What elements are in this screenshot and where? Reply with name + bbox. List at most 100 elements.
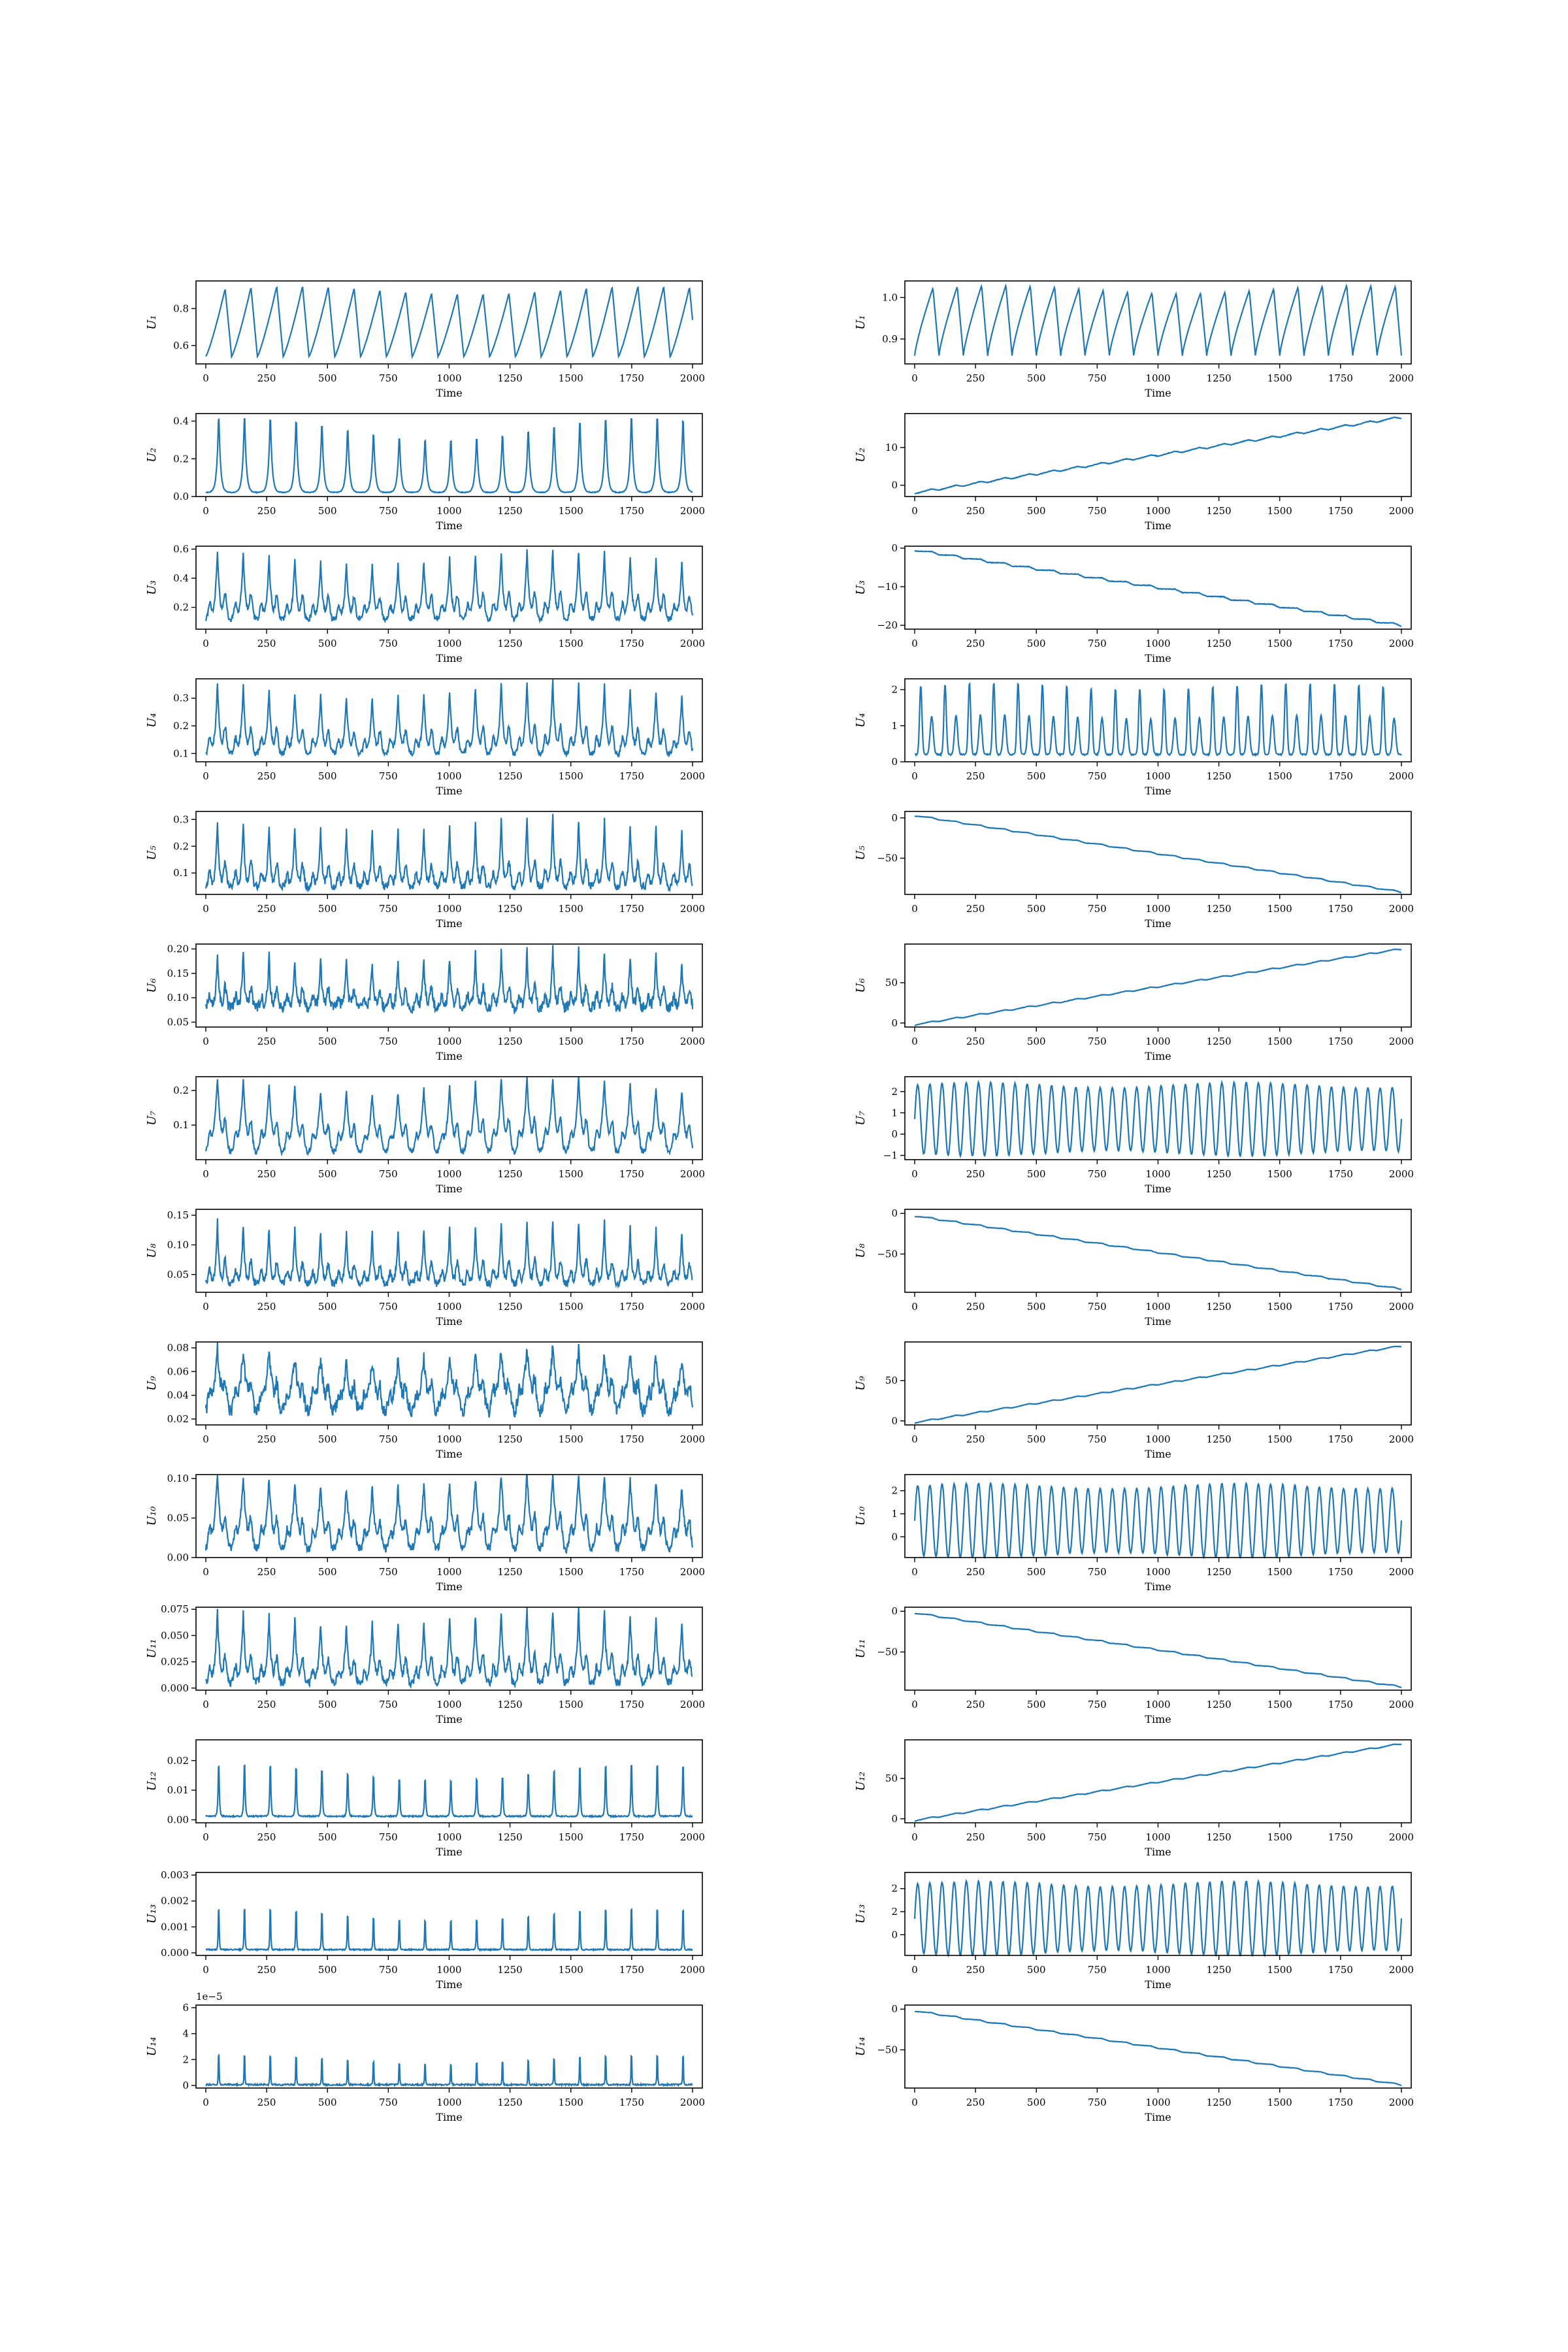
- x-tick-label: 0: [911, 1699, 918, 1710]
- x-tick-label: 250: [257, 1566, 276, 1578]
- x-tick-label: 1250: [498, 1433, 523, 1445]
- x-tick-label: 0: [203, 1964, 209, 1976]
- x-tick-label: 1250: [1207, 1036, 1232, 1047]
- x-tick-label: 750: [1088, 1699, 1107, 1710]
- x-tick-label: 1000: [1145, 2097, 1170, 2108]
- series-line: [205, 286, 694, 360]
- x-tick-label: 1750: [619, 1433, 644, 1445]
- x-tick-label: 1250: [498, 372, 523, 384]
- x-tick-label: 1750: [1328, 1433, 1353, 1445]
- x-axis-label: Time: [436, 1713, 462, 1725]
- x-tick-label: 0: [203, 372, 209, 384]
- series-line: [204, 1342, 694, 1418]
- series-line: [914, 1345, 1402, 1424]
- series-line: [913, 283, 1403, 356]
- y-tick-label: 0.050: [161, 1629, 189, 1641]
- x-tick-label: 1500: [1267, 1168, 1292, 1180]
- series-line: [204, 1474, 694, 1554]
- x-tick-label: 1250: [1207, 903, 1232, 915]
- y-axis-label: U₃: [854, 580, 868, 595]
- x-axis-label: Time: [436, 1315, 462, 1328]
- x-tick-label: 1000: [436, 1699, 461, 1710]
- x-axis-label: Time: [436, 1448, 462, 1460]
- x-tick-label: 750: [379, 1301, 398, 1313]
- x-axis-label: Time: [1145, 2111, 1171, 2123]
- x-tick-label: 750: [1088, 1831, 1107, 1843]
- y-axis-label: U₁₃: [854, 1904, 868, 1924]
- y-tick-label: −10: [877, 581, 898, 593]
- x-tick-label: 750: [379, 1168, 398, 1180]
- y-tick-label: 0.9: [882, 333, 898, 345]
- y-tick-label: 0: [891, 1128, 898, 1140]
- y-tick-label: 0.000: [161, 1947, 189, 1959]
- y-tick-label: 0.1: [173, 1119, 189, 1131]
- x-tick-label: 1250: [498, 1964, 523, 1976]
- x-tick-label: 1000: [436, 505, 461, 517]
- y-axis-label: U₁₄: [145, 2037, 159, 2057]
- x-axis-label: Time: [436, 2111, 462, 2123]
- x-tick-label: 1000: [436, 903, 461, 915]
- x-tick-label: 2000: [680, 1036, 705, 1047]
- x-tick-label: 500: [318, 2097, 337, 2108]
- x-tick-label: 750: [1088, 1301, 1107, 1313]
- subplot-19: 0 250 500 750 1000 1250 1500 1750 2000 0.00 0.05 0.…: [145, 1473, 705, 1593]
- x-tick-label: 0: [203, 770, 209, 782]
- y-tick-label: 0.4: [173, 416, 189, 427]
- x-tick-label: 1750: [1328, 1168, 1353, 1180]
- y-tick-label: 2: [891, 1485, 898, 1497]
- y-tick-label: 2: [182, 2053, 189, 2065]
- y-tick-label: 0.05: [167, 1512, 189, 1524]
- y-tick-label: 0.2: [173, 1085, 189, 1096]
- x-tick-label: 250: [966, 1036, 985, 1047]
- x-tick-label: 1500: [1267, 1964, 1292, 1976]
- x-tick-label: 250: [966, 1168, 985, 1180]
- y-axis-label: U₆: [854, 978, 868, 992]
- x-tick-label: 1750: [1328, 1036, 1353, 1047]
- y-tick-label: 0.05: [167, 1017, 189, 1028]
- x-tick-label: 750: [379, 1699, 398, 1710]
- series-line: [914, 1216, 1402, 1291]
- x-tick-label: 1750: [619, 1301, 644, 1313]
- x-tick-label: 500: [1027, 1433, 1046, 1445]
- series-line: [204, 813, 693, 893]
- y-axis-label: U₁₃: [145, 1904, 159, 1924]
- y-axis-label: U₃: [145, 580, 159, 595]
- x-tick-label: 1750: [1328, 2097, 1353, 2108]
- y-tick-label: 0: [891, 480, 898, 491]
- x-tick-label: 250: [966, 638, 985, 649]
- y-axis-label: U₁₂: [854, 1772, 868, 1791]
- x-tick-label: 0: [911, 770, 918, 782]
- series-line: [914, 948, 1402, 1026]
- y-tick-label: 0: [891, 1605, 898, 1617]
- subplot-20: 0 250 500 750 1000 1250 1500 1750 2000 0 1 2 Time U₁₀: [854, 1474, 1414, 1593]
- x-tick-label: 0: [203, 1831, 209, 1843]
- y-axis-label: U₁₀: [854, 1507, 868, 1526]
- x-tick-label: 1500: [559, 1699, 583, 1710]
- x-axis-label: Time: [436, 1050, 462, 1062]
- x-tick-label: 750: [1088, 1168, 1107, 1180]
- subplot-14: 0 250 500 750 1000 1250 1500 1750 2000 −1 0 1 2 Time U…: [854, 1076, 1414, 1195]
- x-tick-label: 2000: [1389, 1831, 1414, 1843]
- x-tick-label: 1750: [1328, 372, 1353, 384]
- x-tick-label: 1750: [1328, 1301, 1353, 1313]
- x-tick-label: 2000: [1389, 1168, 1414, 1180]
- x-tick-label: 0: [203, 1566, 209, 1578]
- y-axis-label: U₂: [854, 448, 868, 462]
- x-tick-label: 1250: [1207, 770, 1232, 782]
- series-line: [205, 2053, 693, 2088]
- x-tick-label: 0: [203, 505, 209, 517]
- x-tick-label: 1750: [619, 903, 644, 915]
- x-tick-label: 750: [379, 1566, 398, 1578]
- x-tick-label: 1500: [1267, 770, 1292, 782]
- x-axis-label: Time: [436, 785, 462, 797]
- y-tick-label: 0.3: [173, 813, 189, 825]
- x-tick-label: 0: [203, 1433, 209, 1445]
- y-axis-label: U₉: [854, 1376, 868, 1391]
- x-tick-label: 500: [1027, 1831, 1046, 1843]
- x-tick-label: 2000: [680, 1301, 705, 1313]
- y-tick-label: −50: [877, 853, 898, 864]
- subplot-17: 0 250 500 750 1000 1250 1500 1750 2000 0.02 0.04 0.…: [145, 1341, 705, 1460]
- x-tick-label: 250: [966, 2097, 985, 2108]
- y-tick-label: 6: [182, 2002, 189, 2014]
- x-axis-label: Time: [436, 1183, 462, 1195]
